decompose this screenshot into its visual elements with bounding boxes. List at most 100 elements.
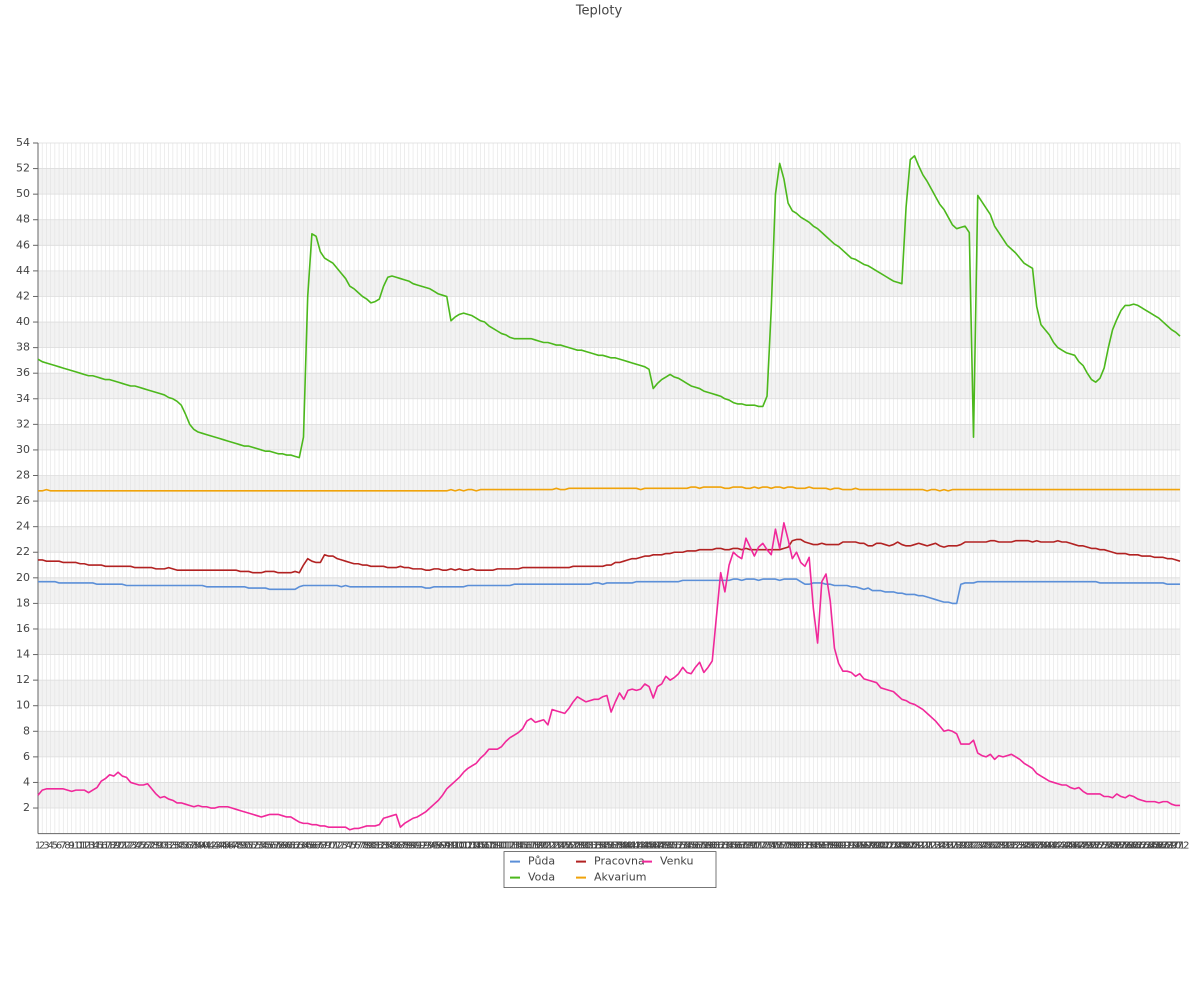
- x-tick-label: 144: [631, 841, 650, 852]
- x-tick-label: 174: [757, 841, 776, 852]
- x-tick-label: 72: [331, 841, 344, 852]
- x-tick-label: 193: [838, 841, 857, 852]
- x-tick-label: 200: [867, 841, 886, 852]
- x-tick-label: 130: [572, 841, 591, 852]
- x-tick-label: 206: [892, 841, 911, 852]
- x-tick-label: 154: [673, 841, 692, 852]
- x-tick-label: 161: [703, 841, 722, 852]
- x-tick-label: 45: [217, 841, 230, 852]
- x-tick-label: 267: [1149, 841, 1168, 852]
- y-tick-label: 4: [23, 775, 30, 788]
- y-tick-label: 50: [16, 187, 30, 200]
- y-tick-label: 42: [16, 289, 30, 302]
- x-tick-label: 184: [800, 841, 819, 852]
- x-tick-label: 243: [1048, 841, 1067, 852]
- x-tick-label: 129: [568, 841, 587, 852]
- x-tick-label: 37: [183, 841, 196, 852]
- grid-band: [38, 322, 1180, 348]
- x-tick-label: 107: [475, 841, 494, 852]
- x-tick-label: 69: [318, 841, 331, 852]
- x-tick-label: 134: [589, 841, 608, 852]
- x-tick-label: 132: [580, 841, 599, 852]
- x-tick-label: 35: [175, 841, 188, 852]
- y-tick-label: 46: [16, 238, 30, 251]
- x-tick-label: 195: [846, 841, 865, 852]
- y-tick-label: 20: [16, 571, 30, 584]
- x-tick-label: 175: [762, 841, 781, 852]
- x-tick-label: 199: [863, 841, 882, 852]
- y-tick-label: 54: [16, 136, 30, 149]
- x-tick-label: 270: [1162, 841, 1181, 852]
- x-tick-label: 256: [1103, 841, 1122, 852]
- x-tick-label: 7: [60, 841, 66, 852]
- x-tick-label: 172: [749, 841, 768, 852]
- grid-band: [38, 628, 1180, 655]
- x-tick-label: 159: [694, 841, 713, 852]
- x-tick-label: 185: [804, 841, 823, 852]
- x-tick-label: 141: [618, 841, 637, 852]
- x-tick-label: 4: [47, 841, 53, 852]
- x-tick-label: 133: [585, 841, 604, 852]
- x-tick-label: 3: [43, 841, 49, 852]
- x-tick-label: 16: [95, 841, 108, 852]
- x-tick-label: 31: [158, 841, 171, 852]
- x-tick-label: 8: [64, 841, 70, 852]
- y-tick-label: 14: [16, 648, 30, 661]
- x-tick-label: 234: [1010, 841, 1029, 852]
- x-tick-label: 19: [107, 841, 120, 852]
- x-tick-label: 54: [255, 841, 268, 852]
- x-tick-label: 156: [682, 841, 701, 852]
- x-tick-label: 99: [445, 841, 458, 852]
- x-tick-label: 49: [234, 841, 247, 852]
- grid-band: [38, 424, 1180, 450]
- x-tick-label: 88: [398, 841, 411, 852]
- x-tick-label: 192: [833, 841, 852, 852]
- x-tick-label: 34: [171, 841, 184, 852]
- x-tick-label: 152: [665, 841, 684, 852]
- legend-label: Akvarium: [594, 871, 646, 884]
- x-tick-label: 177: [770, 841, 789, 852]
- x-tick-label: 121: [534, 841, 553, 852]
- x-tick-label: 260: [1120, 841, 1139, 852]
- x-tick-label: 249: [1074, 841, 1093, 852]
- x-tick-label: 117: [517, 841, 536, 852]
- x-tick-label: 93: [419, 841, 432, 852]
- x-tick-label: 26: [137, 841, 150, 852]
- x-tick-label: 55: [259, 841, 272, 852]
- x-tick-label: 216: [934, 841, 953, 852]
- x-tick-label: 180: [783, 841, 802, 852]
- x-tick-label: 253: [1090, 841, 1109, 852]
- x-tick-label: 40: [196, 841, 209, 852]
- x-tick-label: 207: [897, 841, 916, 852]
- x-tick-label: 80: [365, 841, 378, 852]
- y-tick-label: 28: [16, 469, 30, 482]
- x-tick-label: 52: [247, 841, 260, 852]
- x-tick-label: 251: [1082, 841, 1101, 852]
- x-tick-label: 57: [268, 841, 281, 852]
- x-tick-label: 70: [322, 841, 335, 852]
- x-tick-label: 173: [753, 841, 772, 852]
- x-tick-label: 147: [644, 841, 663, 852]
- x-tick-label: 36: [179, 841, 192, 852]
- x-tick-label: 38: [188, 841, 201, 852]
- x-tick-label: 269: [1158, 841, 1177, 852]
- x-tick-label: 222: [960, 841, 979, 852]
- x-tick-label: 51: [242, 841, 255, 852]
- x-tick-label: 12: [78, 841, 91, 852]
- x-tick-label: 102: [454, 841, 473, 852]
- x-tick-label: 245: [1057, 841, 1076, 852]
- x-tick-label: 29: [150, 841, 163, 852]
- x-tick-label: 183: [795, 841, 814, 852]
- x-tick-label: 92: [415, 841, 428, 852]
- x-tick-label: 5: [52, 841, 58, 852]
- x-tick-label: 11: [74, 841, 87, 852]
- x-tick-label: 204: [884, 841, 903, 852]
- x-tick-label: 210: [909, 841, 928, 852]
- x-tick-label: 240: [1036, 841, 1055, 852]
- x-tick-label: 97: [436, 841, 449, 852]
- x-tick-label: 42: [204, 841, 217, 852]
- x-tick-label: 224: [968, 841, 987, 852]
